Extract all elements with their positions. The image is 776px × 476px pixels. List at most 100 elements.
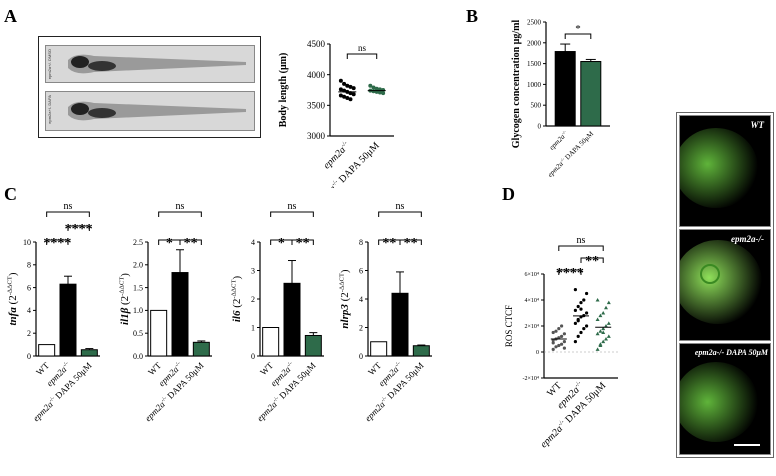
data-point	[606, 321, 611, 325]
bar	[171, 272, 189, 357]
bar	[59, 283, 77, 357]
y-tick-label: 10	[23, 238, 31, 247]
data-point	[371, 85, 376, 90]
bar	[580, 61, 602, 127]
y-tick-label: 4000	[307, 70, 326, 80]
data-point	[338, 87, 343, 92]
bar	[304, 334, 322, 357]
microscopy-frame: WT epm2a-/- epm2a-/- DAPA 50μM	[676, 112, 774, 458]
data-point	[598, 329, 603, 333]
data-point	[351, 92, 356, 97]
data-point	[598, 342, 603, 346]
data-point	[595, 317, 600, 321]
significance-label: **	[296, 236, 310, 251]
data-point	[560, 324, 564, 328]
y-tick-label: 4×10⁴	[525, 298, 539, 304]
data-point	[604, 305, 608, 310]
data-point	[345, 83, 350, 88]
data-point	[601, 326, 606, 331]
data-point	[573, 340, 577, 344]
data-point	[601, 339, 606, 344]
data-point	[576, 334, 580, 338]
y-axis-label: il1β (2-ΔΔCT)	[119, 273, 131, 325]
data-point	[381, 91, 386, 96]
panel-letter-d: D	[502, 184, 515, 204]
significance-bracket	[158, 211, 202, 217]
data-point	[377, 90, 382, 95]
data-point	[576, 319, 580, 323]
significance-bracket	[179, 239, 202, 245]
y-axis-label: nlrp3 (2-ΔΔCT)	[339, 269, 351, 329]
significance-label: ****	[556, 266, 584, 281]
y-tick-label: 8	[359, 238, 363, 247]
microscopy-image-epm2a: epm2a-/-	[679, 229, 771, 341]
y-tick-label: 6	[27, 283, 31, 292]
y-tick-label: 0.5	[133, 329, 143, 338]
microscopy-label-wt: WT	[750, 120, 765, 130]
data-point	[345, 95, 350, 100]
x-tick-label: epm2a-/-	[547, 129, 570, 152]
microscopy-image-dapa: epm2a-/- DAPA 50μM	[679, 343, 771, 455]
data-point	[562, 340, 566, 344]
data-point	[585, 311, 589, 315]
data-point	[579, 307, 583, 311]
significance-bracket	[399, 239, 422, 245]
y-tick-label: 0	[538, 122, 542, 130]
x-tick-label: WT	[34, 360, 51, 377]
significance-label: **	[382, 236, 396, 251]
y-tick-label: 2×10⁴	[525, 324, 539, 330]
significance-bracket	[564, 33, 592, 39]
data-point	[576, 304, 580, 309]
bar	[262, 327, 280, 357]
y-tick-label: 2500	[527, 18, 542, 26]
significance-label: **	[184, 236, 198, 251]
microscopy-label-epm2a: epm2a-/-	[731, 234, 764, 244]
larva-drawing-bottom	[68, 101, 246, 121]
y-tick-label: 2000	[527, 39, 542, 47]
y-tick-label: 1.0	[133, 306, 143, 315]
data-point	[604, 337, 608, 341]
panel-letter-a: A	[4, 6, 17, 26]
data-point	[585, 324, 589, 328]
significance-label: *	[575, 23, 581, 35]
data-point	[579, 301, 583, 305]
y-tick-label: 2.5	[133, 238, 143, 247]
bar	[80, 349, 98, 357]
data-point	[338, 93, 343, 98]
data-point	[573, 288, 577, 292]
data-point	[582, 298, 586, 302]
y-tick-label: 2	[27, 329, 31, 338]
data-point	[342, 94, 347, 99]
larva-label-bottom: epm2a+/- DAPA	[47, 95, 52, 124]
data-point	[557, 336, 561, 340]
data-point	[348, 97, 353, 102]
significance-label: ****	[65, 222, 93, 237]
chart-b-glycogen: 0 500 1000 1500 2000 2500 Glycogen concentrati…	[511, 18, 610, 178]
larvae-image-frame: epm2a+/- DMSO epm2a+/- DAPA	[38, 36, 261, 138]
significance-bracket	[378, 211, 422, 217]
significance-bracket	[46, 239, 69, 245]
significance-bracket	[558, 245, 604, 251]
data-point	[560, 334, 564, 338]
bar	[412, 345, 430, 357]
y-axis-label: ROS CTCF	[504, 305, 514, 347]
data-point	[598, 313, 603, 318]
data-point	[551, 338, 555, 342]
data-point	[606, 300, 611, 305]
data-point	[554, 345, 558, 349]
y-tick-label: 2.0	[133, 261, 143, 270]
y-tick-label: 4	[27, 306, 31, 315]
significance-label: *	[278, 236, 285, 251]
bar	[192, 341, 210, 357]
y-tick-label: 4	[251, 238, 255, 247]
y-axis-label: Glycogen concentration μg/ml	[511, 20, 522, 149]
significance-bracket	[580, 257, 604, 263]
y-tick-label: 3000	[307, 131, 326, 141]
significance-label: *	[166, 236, 173, 251]
data-point	[338, 78, 343, 83]
y-axis-label: il6 (2-ΔΔCT)	[231, 276, 243, 323]
data-point	[606, 334, 611, 338]
y-tick-label: 4	[359, 295, 363, 304]
data-point	[585, 291, 589, 296]
